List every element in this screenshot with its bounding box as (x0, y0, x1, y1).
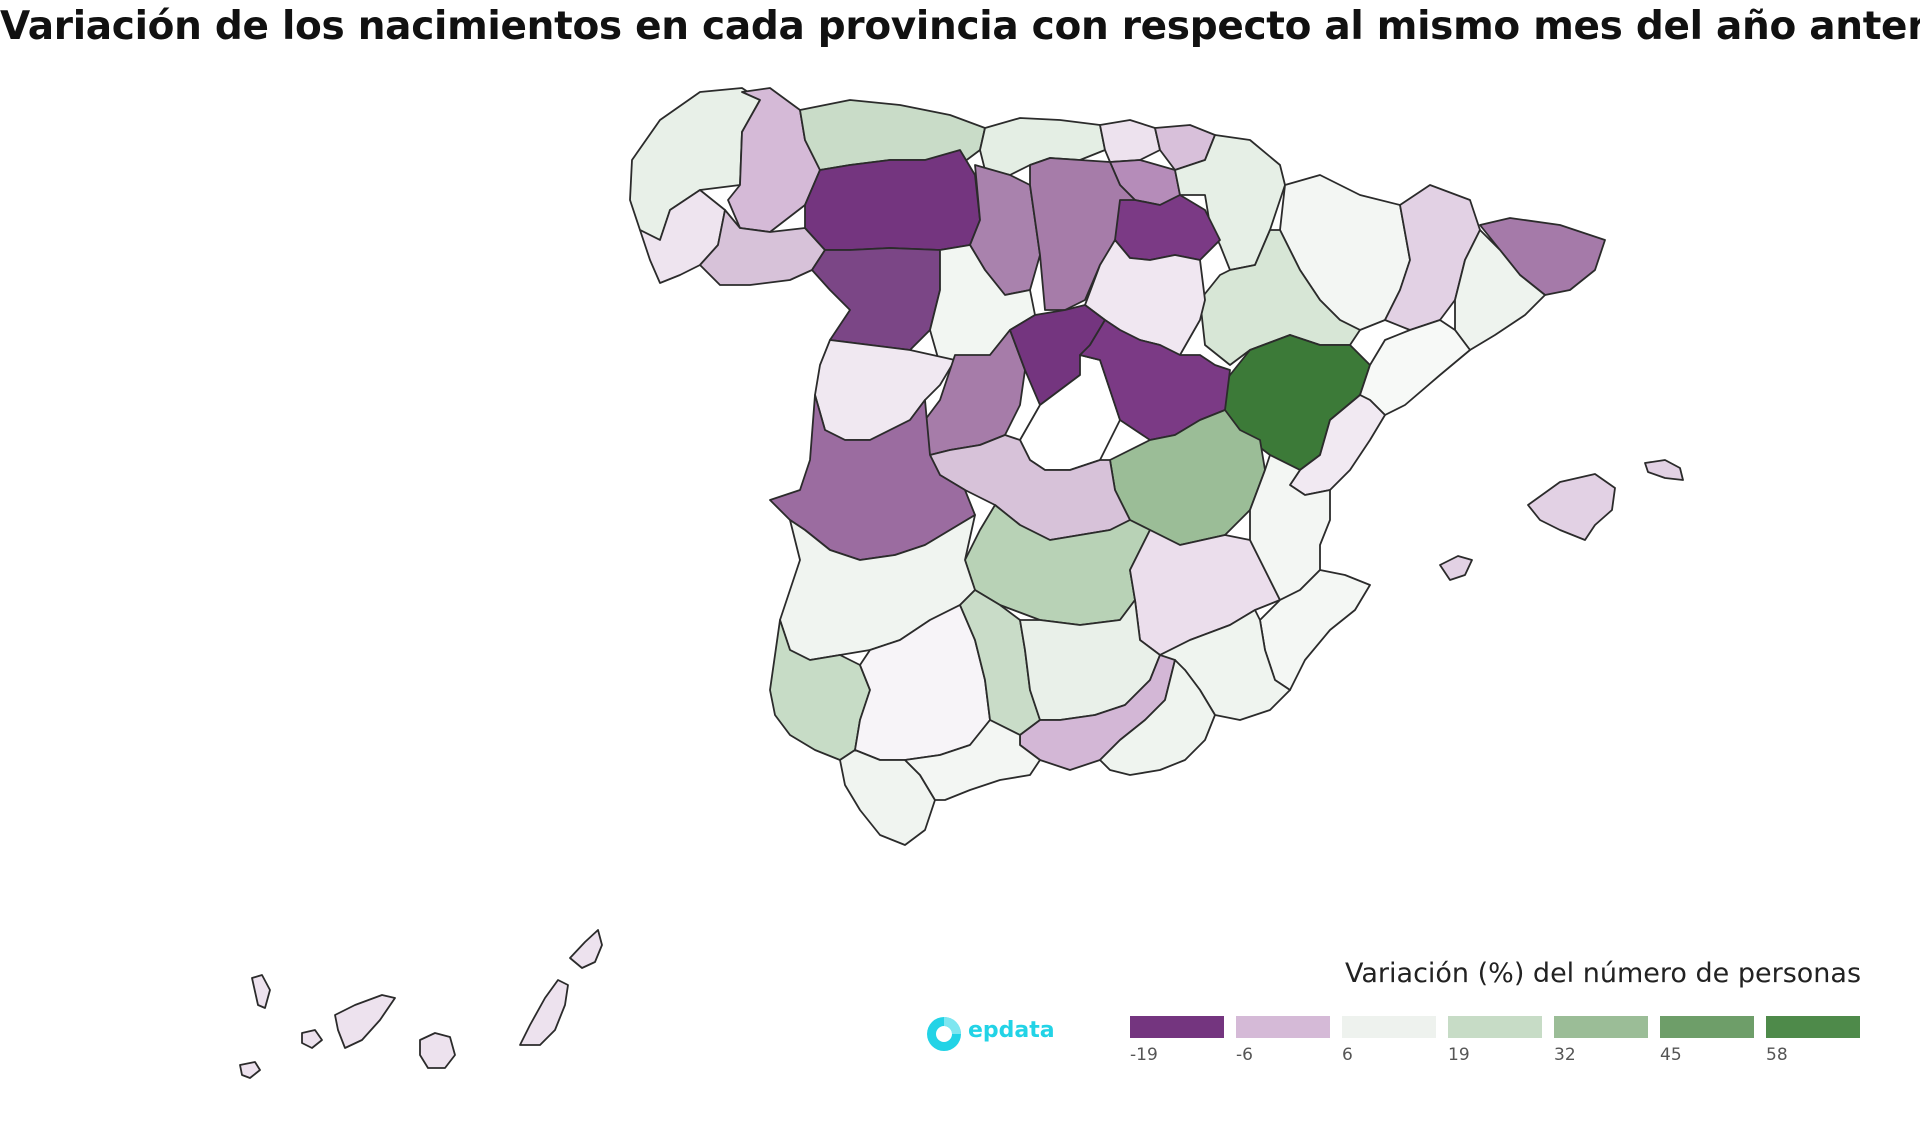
island-tenerife[interactable]: Santa Cruz de Tenerife (334, 994, 396, 1049)
island-fuerteventura[interactable]: Las Palmas (519, 979, 569, 1046)
legend-swatch (1766, 1016, 1860, 1038)
province-almeria[interactable]: Almería (1099, 659, 1216, 776)
province-barcelona[interactable]: Barcelona (1454, 229, 1546, 351)
island-el-hierro[interactable]: Santa Cruz de Tenerife (239, 1061, 261, 1079)
island-mallorca[interactable]: Mallorca (1527, 473, 1616, 541)
province-malaga[interactable]: Málaga (904, 719, 1041, 801)
island-lanzarote[interactable]: Las Palmas (569, 929, 603, 969)
chart-title: Variación de los nacimientos en cada pro… (0, 4, 1920, 49)
province-tarragona[interactable]: Tarragona (1359, 319, 1471, 416)
legend-tick-label: 6 (1342, 1045, 1353, 1065)
legend-swatch (1554, 1016, 1648, 1038)
legend-swatch (1448, 1016, 1542, 1038)
legend-swatch (1236, 1016, 1330, 1038)
legend-tick-label: 45 (1660, 1045, 1682, 1065)
province-la-rioja[interactable]: La Rioja (1114, 194, 1221, 261)
legend-swatch (1342, 1016, 1436, 1038)
legend-tick-label: -6 (1236, 1045, 1253, 1065)
province-guadalajara[interactable]: Guadalajara (1079, 319, 1231, 441)
legend-swatch (1130, 1016, 1224, 1038)
province-zamora[interactable]: Zamora (811, 247, 941, 351)
legend-tick-label: 19 (1448, 1045, 1470, 1065)
island-menorca[interactable]: Menorca (1644, 459, 1684, 481)
legend-tick-label: -19 (1130, 1045, 1158, 1065)
province-ourense[interactable]: Ourense (699, 209, 826, 286)
province-bizkaia[interactable]: Bizkaia (1099, 119, 1161, 163)
province-valencia[interactable]: Valencia (1249, 454, 1331, 601)
province-cadiz[interactable]: Cádiz (839, 749, 936, 846)
legend-title: Variación (%) del número de personas (1345, 958, 1862, 989)
epdata-logo (927, 1017, 961, 1051)
island-ibiza[interactable]: Ibiza (1439, 555, 1473, 581)
island-gran-canaria[interactable]: Las Palmas (419, 1032, 456, 1069)
island-la-gomera[interactable]: Santa Cruz de Tenerife (301, 1029, 323, 1049)
island-la-palma[interactable]: Santa Cruz de Tenerife (251, 974, 271, 1009)
legend-tick-label: 58 (1766, 1045, 1788, 1065)
legend-tick-label: 32 (1554, 1045, 1576, 1065)
epdata-logo-text: epdata (968, 1018, 1055, 1043)
legend-swatch (1660, 1016, 1754, 1038)
legend-color-scale (1130, 1016, 1870, 1038)
